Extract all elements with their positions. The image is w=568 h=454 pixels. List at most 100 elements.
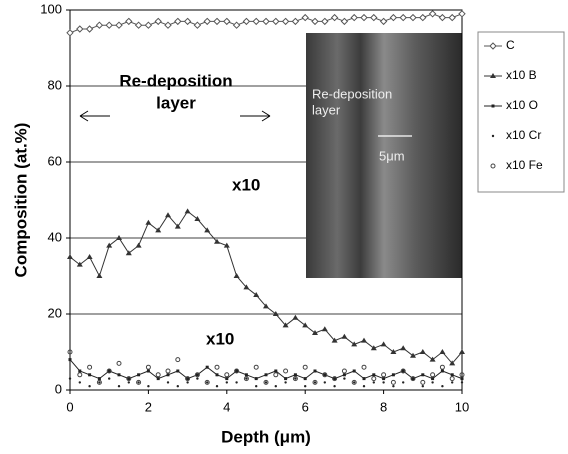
marker <box>382 381 384 383</box>
marker <box>420 349 426 354</box>
marker <box>87 26 93 32</box>
y-axis-label: Composition (at.%) <box>11 123 30 278</box>
x-tick-label: 10 <box>455 399 469 414</box>
marker <box>461 377 464 380</box>
marker <box>304 377 307 380</box>
x-axis-label: Depth (μm) <box>221 427 311 446</box>
marker <box>234 273 240 278</box>
inset-scale: 5μm <box>379 148 405 163</box>
marker <box>275 385 277 387</box>
marker <box>371 15 377 21</box>
marker <box>353 370 356 373</box>
x-tick-label: 8 <box>380 399 387 414</box>
marker <box>284 369 288 373</box>
marker <box>214 18 220 24</box>
marker <box>342 369 346 373</box>
marker <box>284 381 286 383</box>
marker <box>449 15 455 21</box>
marker <box>353 381 355 383</box>
marker <box>204 18 210 24</box>
marker <box>88 385 90 387</box>
marker <box>373 381 375 383</box>
marker <box>225 373 229 377</box>
marker <box>206 381 208 383</box>
marker <box>136 243 142 248</box>
marker <box>78 370 81 373</box>
marker <box>421 373 424 376</box>
marker <box>98 377 101 380</box>
marker <box>87 254 93 259</box>
marker <box>361 338 367 343</box>
marker <box>196 377 198 379</box>
marker <box>243 18 249 24</box>
x-tick-label: 2 <box>145 399 152 414</box>
marker <box>265 381 267 383</box>
marker <box>410 15 416 21</box>
x-tick-label: 0 <box>66 399 73 414</box>
marker <box>265 373 268 376</box>
marker <box>312 18 318 24</box>
marker <box>459 11 465 17</box>
marker <box>145 220 151 225</box>
marker <box>274 373 278 377</box>
marker <box>196 373 199 376</box>
marker <box>175 18 181 24</box>
marker <box>166 369 170 373</box>
marker <box>430 11 436 17</box>
marker <box>146 365 150 369</box>
marker <box>118 385 120 387</box>
marker <box>422 385 424 387</box>
x-tick-label: 4 <box>223 399 230 414</box>
marker <box>402 381 404 383</box>
marker <box>273 18 279 24</box>
marker <box>116 235 122 240</box>
marker <box>451 373 454 376</box>
marker <box>186 381 188 383</box>
marker <box>420 15 426 21</box>
marker <box>79 381 81 383</box>
marker <box>225 377 228 380</box>
marker <box>108 377 110 379</box>
y-tick-label: 100 <box>40 1 62 16</box>
marker <box>332 15 338 21</box>
arrows <box>80 111 270 121</box>
marker <box>136 22 142 28</box>
legend-label: x10 O <box>506 98 538 112</box>
marker <box>147 370 150 373</box>
marker <box>128 381 130 383</box>
marker <box>185 18 191 24</box>
marker <box>263 18 269 24</box>
marker <box>392 385 394 387</box>
marker <box>206 366 209 369</box>
legend-label: x10 Cr <box>506 128 541 142</box>
marker <box>439 349 445 354</box>
annotation: layer <box>156 93 196 112</box>
marker <box>117 361 121 365</box>
annotation: x10 <box>206 329 234 348</box>
marker <box>106 22 112 28</box>
y-tick-label: 60 <box>48 153 62 168</box>
marker <box>412 377 414 379</box>
marker <box>67 254 73 259</box>
marker <box>245 373 248 376</box>
marker <box>302 15 308 21</box>
marker <box>108 370 111 373</box>
marker <box>363 385 365 387</box>
marker <box>450 377 454 381</box>
marker <box>69 358 72 361</box>
marker <box>176 358 180 362</box>
marker <box>186 377 189 380</box>
y-tick-label: 40 <box>48 229 62 244</box>
marker <box>400 345 406 350</box>
marker <box>167 381 169 383</box>
marker <box>88 373 91 376</box>
marker <box>461 381 463 383</box>
marker <box>343 377 345 379</box>
marker <box>390 15 396 21</box>
marker <box>255 385 257 387</box>
y-tick-label: 0 <box>55 381 62 396</box>
marker <box>402 370 405 373</box>
marker <box>294 377 296 379</box>
marker <box>126 18 132 24</box>
marker <box>372 373 375 376</box>
